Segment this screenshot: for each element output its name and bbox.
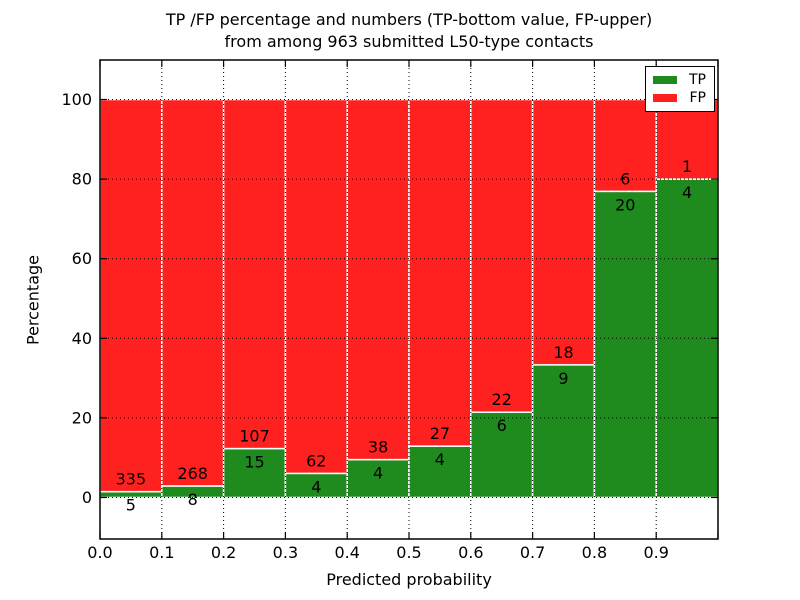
bar-segment-fp [470,98,534,413]
y-tick-label: 0 [82,488,92,507]
x-tick-label: 0.8 [582,543,607,562]
fp-swatch-icon [653,94,677,102]
x-tick-label: 0.5 [396,543,421,562]
tp-swatch-icon [653,76,677,84]
x-tick-label: 0.4 [334,543,359,562]
tp-count-label: 9 [558,369,568,388]
x-axis-label: Predicted probability [326,570,492,589]
fp-count-label: 22 [492,390,512,409]
fp-count-label: 335 [116,470,147,489]
tp-count-label: 4 [682,183,692,202]
legend: TP FP [645,66,715,112]
tp-count-label: 8 [188,490,198,509]
x-tick-label: 0.1 [149,543,174,562]
tp-count-label: 5 [126,496,136,515]
tp-count-label: 4 [311,477,321,496]
tp-count-label: 20 [615,195,635,214]
x-tick-label: 0.3 [273,543,298,562]
bar-segment-fp [222,98,287,450]
tp-count-label: 4 [373,464,383,483]
bar-segment-tp [593,190,657,499]
bar-segment-fp [346,98,410,461]
y-tick-label: 60 [72,249,92,268]
y-tick-label: 40 [72,329,92,348]
legend-entry-fp: FP [653,91,706,105]
bar-segment-fp [99,98,163,493]
chart-title: TP /FP percentage and numbers (TP-bottom… [100,9,718,53]
tp-count-label: 15 [244,453,264,472]
axes-frame [99,59,719,540]
fp-count-label: 62 [306,451,326,470]
fp-count-label: 27 [430,424,450,443]
tp-count-label: 4 [435,450,445,469]
fp-count-label: 6 [620,169,630,188]
bar-segment-fp [284,98,348,475]
bar-segment-fp [161,98,225,487]
fp-count-label: 38 [368,438,388,457]
x-tick-label: 0.7 [520,543,545,562]
legend-label-tp: TP [689,72,706,88]
y-tick-label: 100 [61,90,92,109]
fp-count-label: 107 [239,427,270,446]
legend-label-fp: FP [689,90,707,106]
x-tick-label: 0.0 [87,543,112,562]
bar-segment-tp [531,364,596,499]
fp-count-label: 268 [177,464,208,483]
y-tick-label: 20 [72,408,92,427]
bar-segment-tp [408,445,472,499]
bar-segment-tp [346,458,410,499]
fp-count-label: 18 [553,343,573,362]
bar-segment-fp [655,98,719,180]
bar-segment-tp [655,178,719,499]
tp-count-label: 6 [497,416,507,435]
bar-segment-fp [593,98,657,193]
y-axis-label: Percentage [23,254,43,346]
y-tick-label: 80 [72,170,92,189]
chart-title-line2: from among 963 submitted L50-type contac… [224,32,594,51]
x-tick-label: 0.6 [458,543,483,562]
fp-count-label: 1 [682,157,692,176]
bar-segment-fp [531,98,596,366]
chart-title-line1: TP /FP percentage and numbers (TP-bottom… [165,10,653,29]
bar-segment-tp [222,447,287,499]
x-tick-label: 0.9 [643,543,668,562]
legend-entry-tp: TP [653,73,706,87]
x-tick-label: 0.2 [211,543,236,562]
bar-segment-fp [408,98,472,447]
